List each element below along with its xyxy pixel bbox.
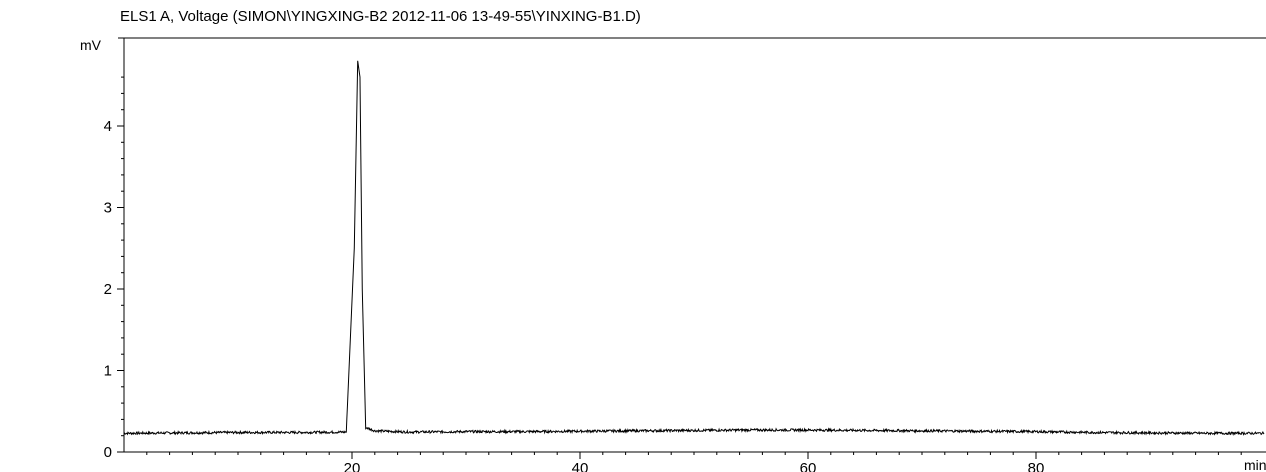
y-tick-label: 3 — [104, 200, 112, 217]
series-line — [123, 60, 1265, 436]
chart-title: ELS1 A, Voltage (SIMON\YINGXING-B2 2012-… — [120, 8, 641, 25]
x-tick-label: 20 — [344, 460, 361, 472]
y-tick-label: 4 — [104, 118, 112, 135]
y-tick-label: 0 — [104, 444, 112, 461]
x-axis-unit-label: min — [1244, 457, 1266, 472]
axes — [118, 37, 1266, 453]
y-axis-unit-label: mV — [80, 37, 102, 53]
series-group — [123, 60, 1265, 436]
y-tick-label: 1 — [104, 363, 112, 380]
y-tick-label: 2 — [104, 281, 112, 298]
x-tick-label: 40 — [572, 460, 589, 472]
axis-labels: mV min — [80, 37, 1266, 472]
x-tick-label: 80 — [1028, 460, 1045, 472]
x-tick-label: 60 — [800, 460, 817, 472]
ticks: 0 1 2 3 4 20 40 60 80 — [104, 76, 1242, 472]
